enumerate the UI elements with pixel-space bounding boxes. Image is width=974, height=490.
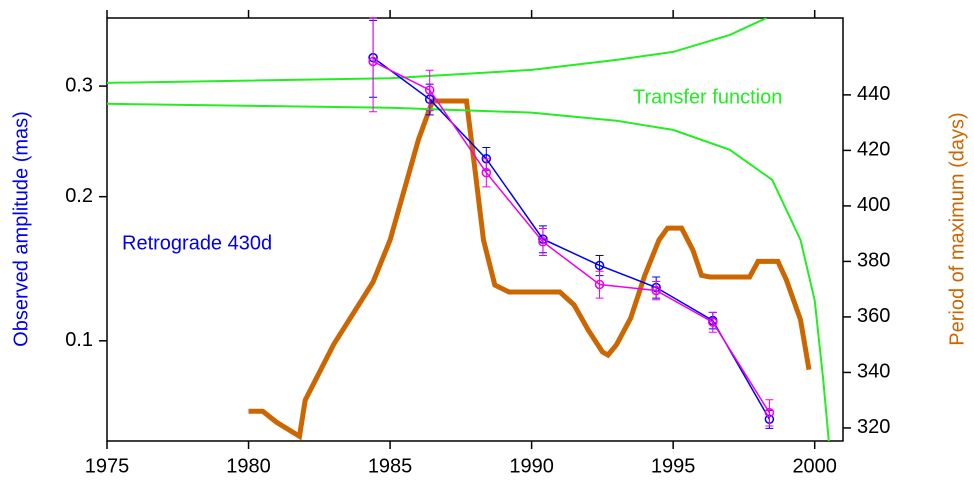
error-bar	[765, 399, 774, 427]
annotation: Transfer function	[633, 86, 782, 108]
y-tick-label: 0.1	[65, 329, 93, 351]
series-line	[248, 98, 812, 441]
error-bar	[595, 270, 604, 299]
x-tick-label: 2000	[792, 455, 837, 477]
data-point	[424, 85, 435, 95]
series-line	[372, 56, 771, 420]
x-tick-label: 1980	[226, 455, 271, 477]
data-point	[594, 260, 605, 271]
y2-axis-label: Period of maximum (days)	[946, 112, 968, 345]
y2-tick-label: 320	[857, 416, 890, 438]
error-bar	[708, 311, 717, 333]
data-point	[538, 237, 548, 247]
x-tick-label: 1990	[509, 455, 554, 477]
series-line	[107, 18, 768, 84]
series-line	[372, 60, 771, 413]
y2-tick-label: 420	[857, 139, 890, 161]
data-point	[594, 279, 605, 290]
y-tick-label: 0.2	[65, 185, 93, 207]
data-point	[481, 167, 492, 178]
data-point	[764, 407, 775, 418]
data-point	[368, 56, 378, 67]
x-tick-label: 1975	[85, 455, 130, 477]
y2-tick-label: 440	[857, 83, 890, 105]
y2-tick-label: 400	[857, 194, 890, 216]
x-tick-label: 1985	[368, 455, 413, 477]
plot-frame	[106, 17, 844, 442]
y2-tick-label: 340	[857, 361, 890, 383]
y-tick-label: 0.3	[65, 74, 93, 96]
data-point	[651, 285, 661, 296]
y2-tick-label: 380	[857, 250, 890, 272]
error-bar	[652, 280, 661, 301]
series-line	[107, 102, 830, 441]
y-axis-label: Observed amplitude (mas)	[10, 111, 32, 347]
data-point	[708, 317, 718, 327]
y2-tick-label: 360	[857, 305, 890, 327]
error-bar	[425, 69, 434, 112]
annotation: Retrograde 430d	[122, 232, 272, 254]
x-tick-label: 1995	[651, 455, 696, 477]
error-bar	[538, 227, 547, 257]
error-bar	[482, 158, 491, 188]
